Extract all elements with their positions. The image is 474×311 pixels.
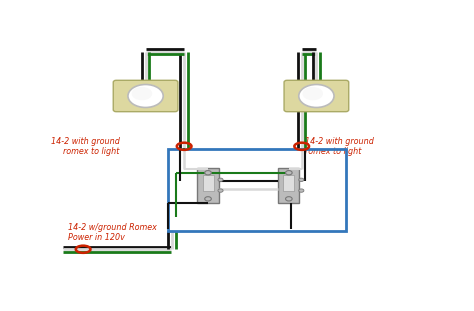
Circle shape (285, 197, 292, 201)
Circle shape (218, 189, 223, 192)
Circle shape (132, 87, 152, 100)
Bar (283, 175, 294, 191)
Bar (202, 175, 213, 191)
FancyBboxPatch shape (113, 80, 178, 112)
Circle shape (299, 85, 334, 108)
Circle shape (205, 171, 211, 175)
FancyBboxPatch shape (284, 80, 349, 112)
Circle shape (285, 171, 292, 175)
Circle shape (302, 87, 323, 100)
Circle shape (299, 189, 304, 192)
Circle shape (205, 197, 211, 201)
Circle shape (218, 178, 223, 182)
Bar (278, 169, 300, 203)
Circle shape (128, 85, 163, 108)
Text: 14-2 w/ground Romex
Power in 120v: 14-2 w/ground Romex Power in 120v (68, 223, 157, 242)
Circle shape (299, 178, 304, 182)
Bar (197, 169, 219, 203)
Text: 14-2 with ground
romex to light: 14-2 with ground romex to light (305, 137, 374, 156)
Text: 14-2 with ground
romex to light: 14-2 with ground romex to light (51, 137, 120, 156)
Bar (168, 149, 346, 231)
